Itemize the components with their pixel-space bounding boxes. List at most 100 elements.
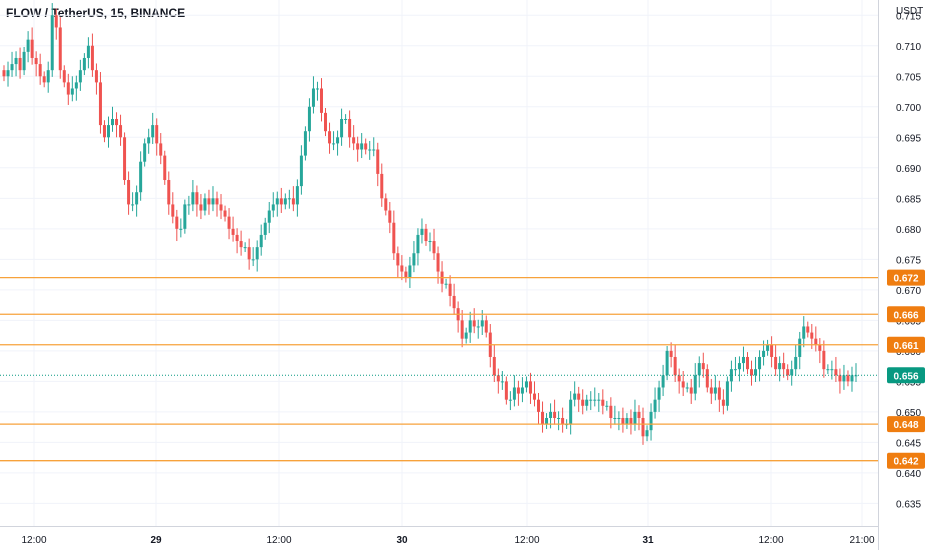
- candle-body: [22, 51, 26, 71]
- last-price-label: 0.656: [893, 371, 918, 382]
- candle-body: [396, 253, 400, 266]
- candle-body: [46, 70, 50, 83]
- candle-body: [66, 82, 70, 95]
- candle-body: [98, 82, 102, 126]
- candle-body: [609, 405, 613, 418]
- candle-body: [834, 369, 838, 376]
- candle-body: [311, 88, 315, 107]
- candle-body: [328, 131, 332, 144]
- candle-body: [90, 45, 94, 71]
- y-tick-label: 0.715: [896, 11, 921, 22]
- candle-body: [191, 192, 195, 205]
- candle-body: [6, 70, 10, 77]
- candle-body: [74, 82, 78, 89]
- candle-body: [111, 118, 115, 126]
- candle-body: [577, 393, 581, 400]
- candle-body: [175, 216, 179, 229]
- candle-body: [725, 381, 729, 406]
- candle-body: [303, 131, 307, 156]
- x-tick-label: 31: [642, 535, 654, 546]
- y-tick-label: 0.650: [896, 408, 921, 419]
- candle-body: [167, 180, 171, 205]
- candle-body: [750, 369, 754, 376]
- candle-body: [601, 399, 605, 406]
- candle-body: [299, 155, 303, 187]
- candle-body: [569, 399, 573, 425]
- candle-body: [18, 57, 22, 71]
- candle-body: [384, 198, 388, 211]
- candle-body: [324, 112, 328, 132]
- candle-body: [585, 399, 589, 406]
- candle-body: [762, 350, 766, 357]
- candle-body: [790, 369, 794, 376]
- last-price-badge: [887, 367, 925, 384]
- candle-body: [219, 204, 223, 211]
- candle-body: [376, 149, 380, 174]
- candle-body: [271, 204, 275, 211]
- candle-body: [830, 369, 834, 371]
- candle-body: [319, 88, 323, 113]
- y-tick-label: 0.695: [896, 133, 921, 144]
- candle-body: [794, 356, 798, 370]
- candle-body: [287, 198, 291, 200]
- candle-body: [50, 15, 54, 71]
- y-tick-label: 0.670: [896, 286, 921, 297]
- candle-body: [332, 143, 336, 145]
- candle-body: [195, 192, 199, 205]
- candle-body: [605, 405, 609, 407]
- y-tick-label: 0.690: [896, 164, 921, 175]
- candle-body: [774, 356, 778, 370]
- candle-body: [344, 118, 348, 120]
- candle-body: [420, 228, 424, 235]
- candle-body: [673, 356, 677, 376]
- candle-body: [524, 381, 528, 388]
- candle-body: [613, 417, 617, 419]
- candle-body: [850, 375, 854, 382]
- y-tick-label: 0.675: [896, 255, 921, 266]
- candle-body: [758, 356, 762, 370]
- candle-body: [291, 198, 295, 205]
- candle-body: [661, 375, 665, 388]
- x-tick-label: 12:00: [758, 535, 783, 546]
- y-tick-label: 0.680: [896, 225, 921, 236]
- candle-body: [199, 204, 203, 211]
- candle-body: [42, 76, 46, 83]
- candle-body: [119, 125, 123, 138]
- candle-body: [798, 338, 802, 357]
- candle-body: [681, 381, 685, 388]
- candle-body: [496, 375, 500, 382]
- candle-body: [553, 411, 557, 418]
- level-price-badge: [887, 269, 925, 286]
- candle-body: [617, 417, 621, 419]
- candle-body: [38, 64, 42, 77]
- currency-label: USDT: [896, 6, 923, 17]
- candle-body: [573, 393, 577, 400]
- y-tick-label: 0.685: [896, 194, 921, 205]
- candle-body: [516, 387, 520, 394]
- candle-body: [701, 363, 705, 370]
- candle-body: [171, 204, 175, 217]
- candle-body: [541, 411, 545, 425]
- candle-body: [70, 88, 74, 95]
- x-tick-label: 12:00: [21, 535, 46, 546]
- candle-body: [472, 320, 476, 327]
- candle-body: [653, 399, 657, 412]
- candle-body: [231, 228, 235, 235]
- candle-body: [82, 57, 86, 71]
- candle-body: [223, 210, 227, 217]
- candle-body: [782, 363, 786, 370]
- candle-body: [460, 320, 464, 339]
- candle-body: [155, 125, 159, 144]
- candle-body: [295, 186, 299, 205]
- candle-body: [356, 143, 360, 150]
- candle-body: [78, 70, 82, 83]
- candle-body: [147, 137, 151, 144]
- x-tick-label: 12:00: [266, 535, 291, 546]
- candle-body: [207, 198, 211, 205]
- candle-body: [30, 39, 34, 58]
- candle-body: [448, 283, 452, 296]
- level-price-badge: [887, 416, 925, 433]
- candle-body: [10, 64, 14, 71]
- candle-body: [123, 137, 127, 181]
